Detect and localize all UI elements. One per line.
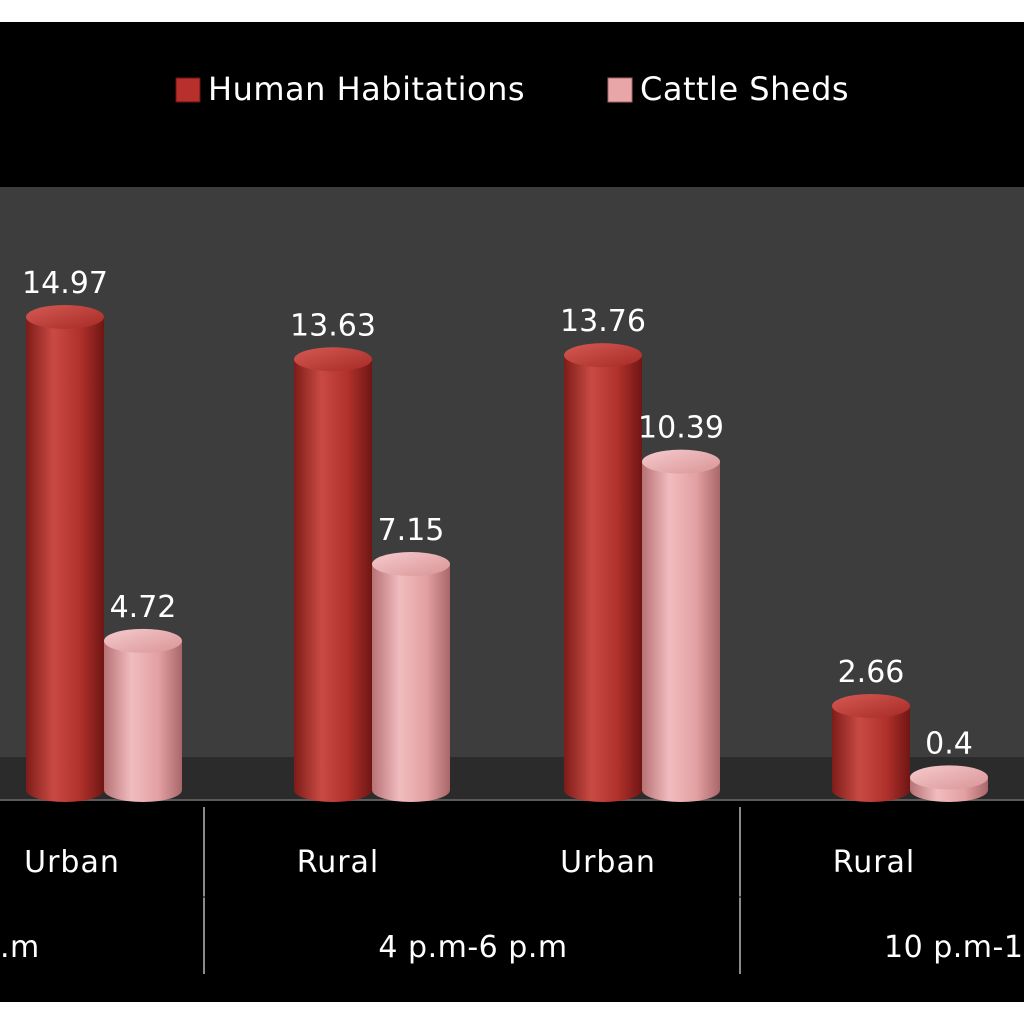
bar-human-habitations xyxy=(564,343,642,802)
value-labels-layer: 14.97 4.72 13.63 7.15 13.76 10.39 2.66 0.4 xyxy=(22,266,973,761)
bar-body xyxy=(564,355,642,802)
data-label: 10.39 xyxy=(638,411,724,446)
group-label: 10 p.m-1 xyxy=(884,930,1023,965)
chart-svg: Human Habitations Cattle Sheds 14.97 4.72… xyxy=(0,70,1024,974)
bar-cattle-sheds xyxy=(372,552,450,802)
bar-top xyxy=(104,628,182,653)
data-label: 14.97 xyxy=(22,266,108,301)
bar-human-habitations xyxy=(294,347,372,802)
legend-label-cattle-sheds: Cattle Sheds xyxy=(640,70,849,108)
bar-body xyxy=(104,640,182,802)
data-label: 13.76 xyxy=(560,304,646,339)
group-label: 4 p.m-6 p.m xyxy=(378,930,567,965)
category-axis: Urban Rural Urban Rural .m 4 p.m-6 p.m 1… xyxy=(0,807,1024,974)
bar-body xyxy=(372,564,450,802)
bar-top xyxy=(294,347,372,372)
bar-top xyxy=(642,449,720,474)
bar-cattle-sheds xyxy=(910,765,988,802)
category-label: Rural xyxy=(297,845,380,880)
data-label: 2.66 xyxy=(838,655,905,690)
bar-top xyxy=(26,304,104,329)
bar-top xyxy=(910,765,988,790)
data-label: 4.72 xyxy=(110,590,177,625)
legend: Human Habitations Cattle Sheds xyxy=(175,70,849,108)
bar-body xyxy=(294,359,372,802)
data-label: 13.63 xyxy=(290,308,376,343)
chart-frame: Human Habitations Cattle Sheds 14.97 4.72… xyxy=(0,22,1024,1002)
category-label: Urban xyxy=(24,845,120,880)
data-label: 0.4 xyxy=(925,726,973,761)
bar-cattle-sheds xyxy=(642,449,720,802)
legend-swatch-cattle-sheds xyxy=(607,77,633,103)
bar-body xyxy=(832,705,910,802)
category-label: Urban xyxy=(560,845,656,880)
data-label: 7.15 xyxy=(378,513,445,548)
legend-swatch-human-habitations xyxy=(175,77,201,103)
bar-cattle-sheds xyxy=(104,628,182,802)
bar-top xyxy=(832,693,910,718)
bar-human-habitations xyxy=(832,693,910,802)
bar-body xyxy=(642,461,720,802)
bar-top xyxy=(372,552,450,577)
bar-body xyxy=(26,316,104,802)
bar-top xyxy=(564,343,642,368)
bar-human-habitations xyxy=(26,304,104,802)
bars-layer xyxy=(26,304,988,802)
group-label: .m xyxy=(0,930,40,965)
legend-label-human-habitations: Human Habitations xyxy=(208,70,525,108)
category-label: Rural xyxy=(833,845,916,880)
